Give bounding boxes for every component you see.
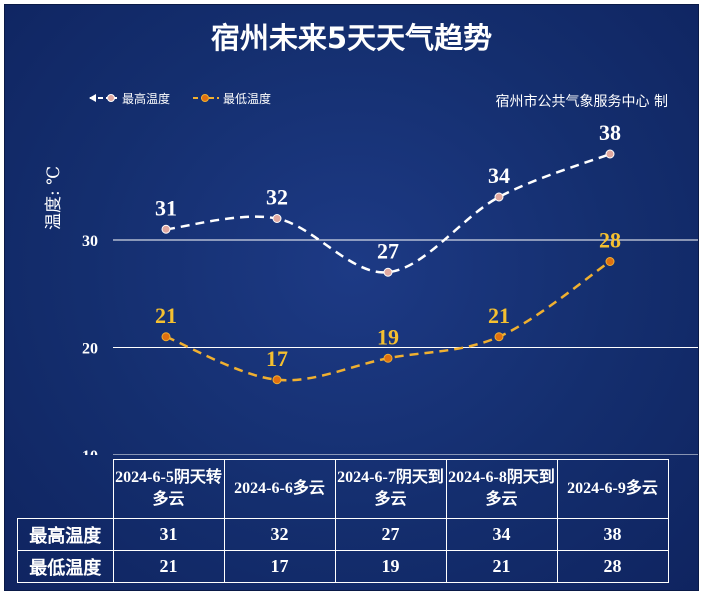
data-label-low: 19 xyxy=(377,324,399,349)
data-label-low: 28 xyxy=(599,228,621,253)
y-tick-labels: 10 20 30 xyxy=(82,233,98,455)
legend-low: 最低温度 xyxy=(193,91,271,106)
legend-high-label: 最高温度 xyxy=(122,91,170,106)
data-label-high: 32 xyxy=(266,185,288,210)
data-point-low xyxy=(494,332,504,342)
table-cell: 17 xyxy=(223,550,336,583)
table-cell: 21 xyxy=(445,550,558,583)
table-header-cell: 2024-6-7阴天到多云 xyxy=(334,459,447,519)
legend: 最高温度 最低温度 xyxy=(89,91,271,106)
row-header-high: 最高温度 xyxy=(17,518,114,551)
temperature-chart: 最高温度 最低温度 10 20 30 31 32 27 34 38 21 17 19 21 28 xyxy=(82,91,698,455)
series-line-high xyxy=(165,152,611,274)
y-tick-label: 10 xyxy=(82,448,98,455)
data-point-low xyxy=(605,257,615,266)
data-label-low: 17 xyxy=(266,346,288,371)
data-label-high: 31 xyxy=(155,195,177,220)
table-cell: 38 xyxy=(556,518,669,551)
row-header-low: 最低温度 xyxy=(17,550,114,583)
table-cell: 19 xyxy=(334,550,447,583)
gridlines xyxy=(113,239,698,455)
table-row: 最低温度 21 17 19 21 28 xyxy=(17,550,669,583)
table-cell: 27 xyxy=(334,518,447,551)
data-label-high: 38 xyxy=(599,120,621,145)
chart-panel: 宿州未来5天天气趋势 宿州市公共气象服务中心 制 温度: ℃ 最高温度 最低温度… xyxy=(4,4,699,591)
series-points xyxy=(161,149,615,385)
data-point-high xyxy=(383,267,393,277)
table-cell: 32 xyxy=(223,518,336,551)
table-header-cell: 2024-6-6多云 xyxy=(223,459,336,519)
data-point-low xyxy=(161,332,171,342)
chart-title: 宿州未来5天天气趋势 xyxy=(210,21,493,55)
table-cell: 21 xyxy=(112,550,225,583)
table-cell: 31 xyxy=(112,518,225,551)
legend-high: 最高温度 xyxy=(89,91,170,106)
legend-low-label: 最低温度 xyxy=(223,91,271,106)
table-header-row: 2024-6-5阴天转多云 2024-6-6多云 2024-6-7阴天到多云 2… xyxy=(17,459,669,519)
data-label-high: 27 xyxy=(377,238,399,263)
credit-text: 宿州市公共气象服务中心 制 xyxy=(495,94,668,110)
y-tick-label: 30 xyxy=(82,233,98,250)
data-label-high: 34 xyxy=(488,163,510,188)
table-row: 最高温度 31 32 27 34 38 xyxy=(17,518,669,551)
y-tick-label: 20 xyxy=(82,341,98,358)
data-point-low xyxy=(272,375,282,385)
data-labels: 31 32 27 34 38 21 17 19 21 28 xyxy=(155,120,621,371)
table-corner xyxy=(17,459,114,519)
data-point-high xyxy=(161,224,171,234)
data-label-low: 21 xyxy=(488,303,510,328)
table-cell: 34 xyxy=(445,518,558,551)
data-point-high xyxy=(494,192,504,202)
table-header-cell: 2024-6-9多云 xyxy=(556,459,669,519)
data-table: 2024-6-5阴天转多云 2024-6-6多云 2024-6-7阴天到多云 2… xyxy=(17,459,669,583)
table-header-cell: 2024-6-5阴天转多云 xyxy=(112,459,225,519)
data-point-low xyxy=(383,353,393,363)
data-point-high xyxy=(272,214,282,223)
table-header-cell: 2024-6-8阴天到多云 xyxy=(445,459,558,519)
data-point-high xyxy=(605,149,615,159)
data-label-low: 21 xyxy=(155,303,177,328)
table-cell: 28 xyxy=(556,550,669,583)
